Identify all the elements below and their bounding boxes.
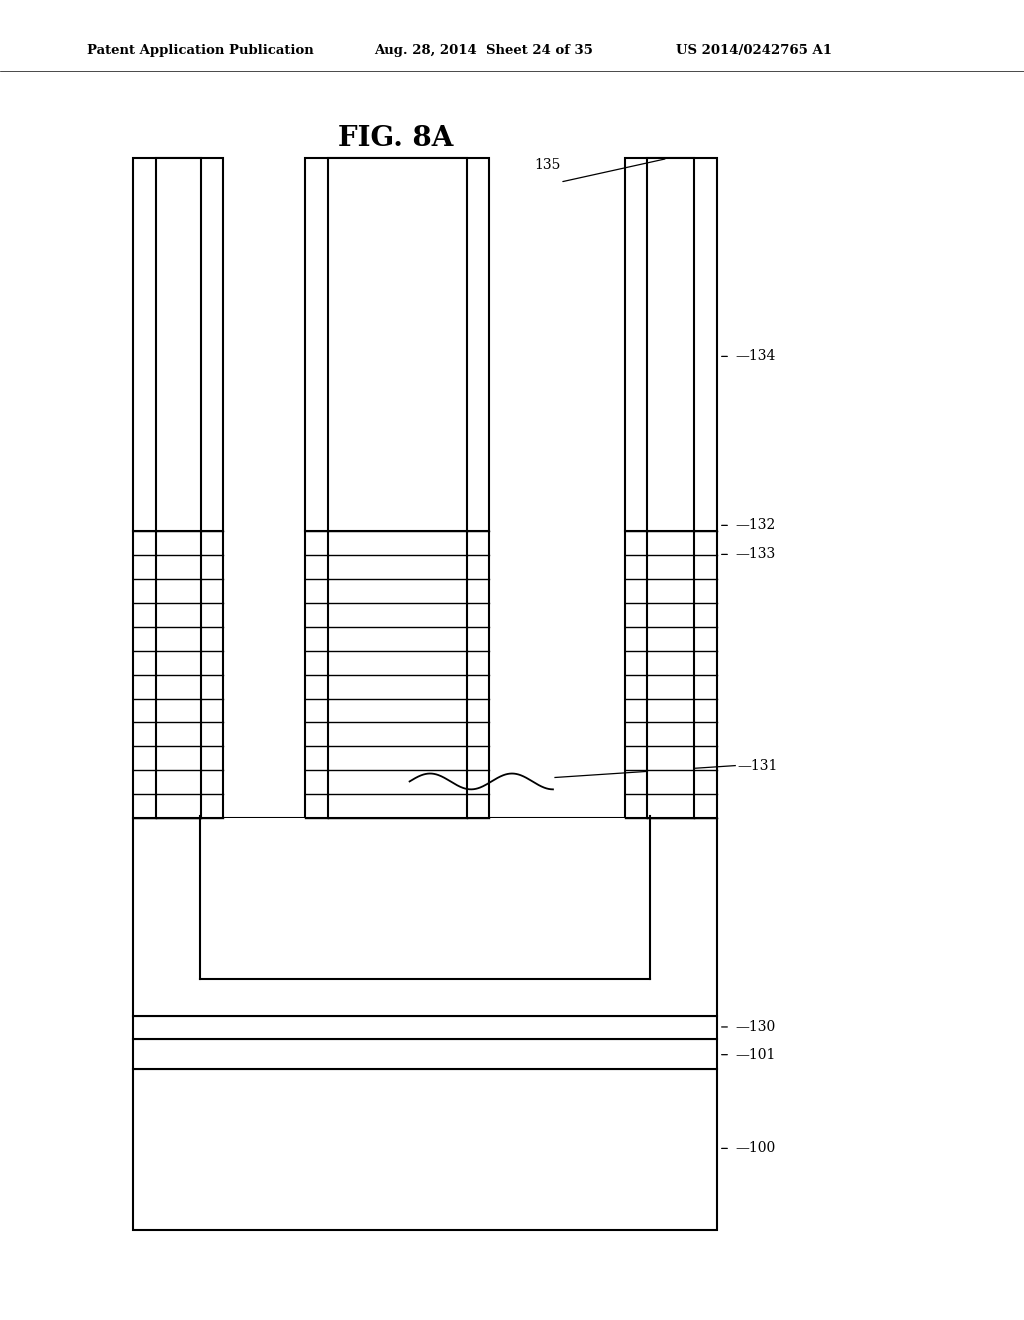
- Text: —133: —133: [735, 548, 775, 561]
- Bar: [328, 158, 467, 818]
- Text: US 2014/0242765 A1: US 2014/0242765 A1: [676, 44, 831, 57]
- Bar: [647, 158, 694, 818]
- Text: —101: —101: [735, 1048, 775, 1061]
- Text: Aug. 28, 2014  Sheet 24 of 35: Aug. 28, 2014 Sheet 24 of 35: [374, 44, 593, 57]
- Text: —134: —134: [735, 350, 775, 363]
- Bar: [305, 158, 489, 818]
- Bar: [133, 1069, 717, 1230]
- Text: —130: —130: [735, 1020, 775, 1034]
- Text: —100: —100: [735, 1142, 775, 1155]
- Text: FIG. 8A: FIG. 8A: [338, 125, 454, 152]
- Bar: [156, 158, 201, 818]
- Bar: [133, 158, 223, 818]
- Bar: [133, 1039, 717, 1069]
- Text: —131: —131: [737, 759, 777, 772]
- Bar: [625, 158, 717, 818]
- Bar: [200, 818, 650, 979]
- Text: 135: 135: [535, 157, 561, 172]
- Bar: [133, 818, 717, 1016]
- Text: —132: —132: [735, 519, 775, 532]
- Bar: [133, 1016, 717, 1039]
- Text: Patent Application Publication: Patent Application Publication: [87, 44, 313, 57]
